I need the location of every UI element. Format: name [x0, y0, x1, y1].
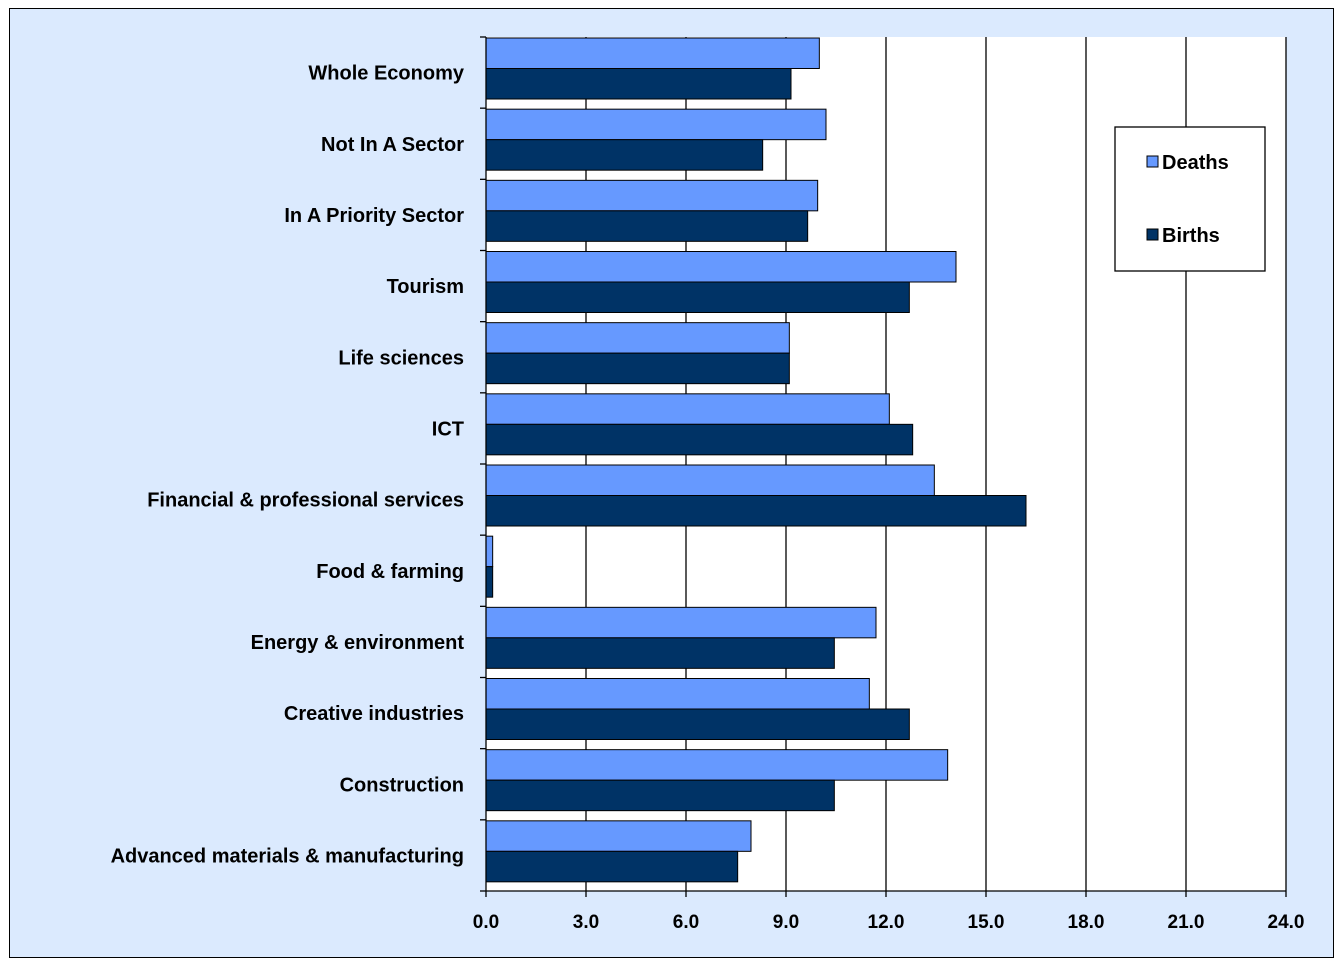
bar-deaths-7: [485, 535, 494, 568]
bar-deaths-6: [485, 464, 935, 496]
bar-deaths-4: [485, 322, 790, 354]
bar-births-11: [485, 850, 739, 883]
bar-births-3: [485, 281, 910, 313]
bar-births-5: [485, 423, 914, 456]
legend-label-births: Births: [1162, 225, 1220, 247]
category-label: Advanced materials & manufacturing: [111, 845, 464, 867]
category-label: Energy & environment: [251, 632, 465, 654]
bar-births-7: [485, 566, 494, 598]
category-label: Tourism: [387, 276, 464, 298]
legend: Deaths Births: [1114, 126, 1266, 272]
bar-deaths-11: [485, 820, 752, 852]
bar-births-10: [485, 779, 835, 812]
x-tick-label: 0.0: [473, 912, 499, 933]
category-label: Financial & professional services: [147, 490, 464, 512]
x-tick-label: 18.0: [1068, 912, 1105, 933]
x-tick-label: 21.0: [1168, 912, 1205, 933]
axes: [480, 36, 1287, 897]
category-label: Creative industries: [284, 703, 464, 725]
legend-label-deaths: Deaths: [1162, 152, 1229, 174]
x-tick-label: 3.0: [573, 912, 599, 933]
x-tick-label: 6.0: [673, 912, 699, 933]
category-labels: Whole Economy Not In A Sector In A Priorit…: [111, 63, 465, 868]
category-label: Construction: [340, 774, 464, 796]
category-label: In A Priority Sector: [284, 205, 464, 227]
gridlines: [585, 37, 1287, 891]
category-label: Life sciences: [338, 347, 464, 369]
bar-deaths-8: [485, 606, 877, 639]
bar-deaths-3: [485, 251, 957, 283]
legend-swatch-deaths: [1146, 155, 1159, 168]
x-tick-label: 9.0: [773, 912, 799, 933]
bar-deaths-5: [485, 393, 890, 425]
bar-deaths-1: [485, 108, 827, 141]
x-tick-label: 12.0: [868, 912, 905, 933]
bar-deaths-9: [485, 678, 870, 710]
bars: [485, 37, 1027, 883]
x-tick-label: 24.0: [1268, 912, 1305, 933]
bar-deaths-0: [485, 37, 820, 69]
legend-swatch-births: [1146, 228, 1159, 241]
bar-chart: Whole Economy Not In A Sector In A Priorit…: [111, 36, 1305, 933]
legend-box: [1114, 126, 1266, 272]
category-label: Whole Economy: [308, 63, 464, 85]
x-tick-labels: 0.0 3.0 6.0 9.0 12.0 15.0 18.0 21.0 24.0: [473, 912, 1305, 933]
bar-births-8: [485, 637, 835, 669]
bar-births-0: [485, 68, 792, 100]
bar-births-6: [485, 495, 1027, 527]
category-label: Food & farming: [316, 561, 464, 583]
bar-deaths-10: [485, 749, 949, 781]
bar-deaths-2: [485, 179, 819, 212]
chart-frame: Whole Economy Not In A Sector In A Priorit…: [9, 8, 1334, 958]
bar-births-4: [485, 352, 790, 385]
bar-births-2: [485, 210, 809, 242]
bar-births-9: [485, 708, 910, 740]
category-label: Not In A Sector: [321, 134, 464, 156]
category-label: ICT: [432, 418, 464, 440]
x-tick-label: 15.0: [968, 912, 1005, 933]
bar-births-1: [485, 139, 764, 171]
